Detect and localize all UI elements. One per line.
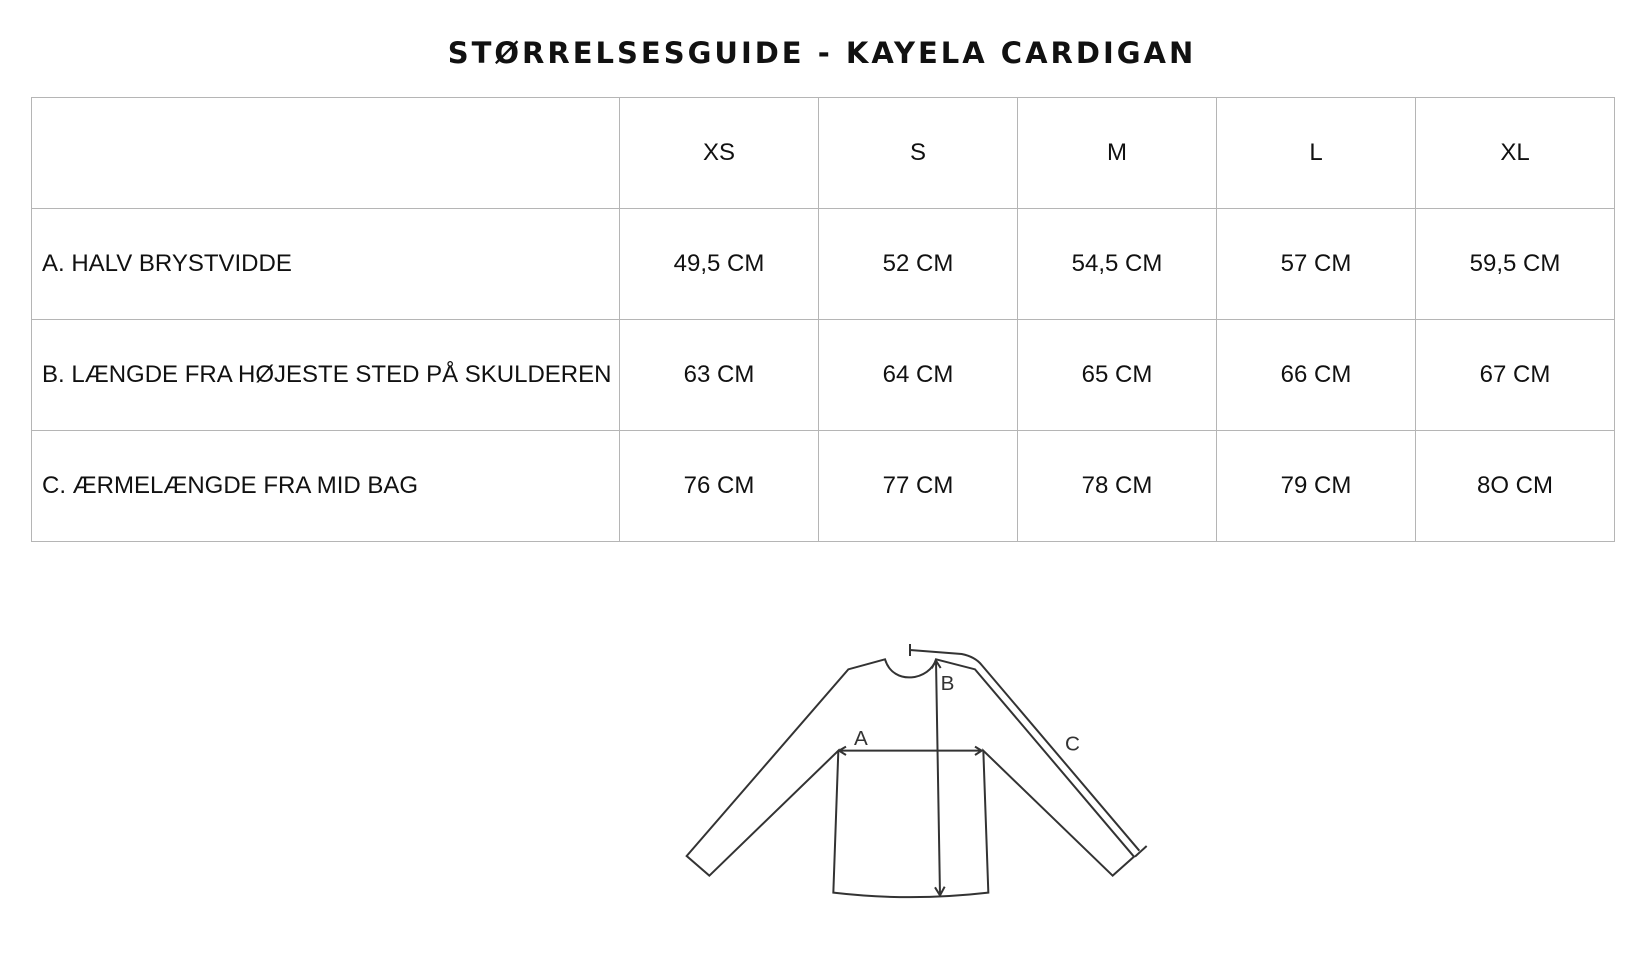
row-label: B. LÆNGDE FRA HØJESTE STED PÅ SKULDEREN: [31, 319, 620, 431]
garment-outline: [685, 658, 1136, 899]
measurement-cell: 64 CM: [818, 319, 1018, 431]
measurement-cell: 67 CM: [1415, 319, 1615, 431]
header-empty-cell: [31, 97, 620, 209]
measurement-cell: 65 CM: [1017, 319, 1217, 431]
page-title: STØRRELSESGUIDE - KAYELA CARDIGAN: [447, 36, 1197, 70]
size-header: M: [1017, 97, 1217, 209]
length-measure-line-b: [930, 658, 946, 898]
measurement-cell: 79 CM: [1216, 430, 1416, 542]
measurement-cell: 52 CM: [818, 208, 1018, 320]
size-table: XS S M L XL A. HALV BRYSTVIDDE 49,5 CM 5…: [31, 97, 1615, 542]
measurement-cell: 59,5 CM: [1415, 208, 1615, 320]
size-header: XL: [1415, 97, 1615, 209]
label-a: A: [854, 727, 868, 750]
label-b: B: [941, 672, 955, 695]
table-row: B. LÆNGDE FRA HØJESTE STED PÅ SKULDEREN …: [31, 319, 1615, 431]
chest-measure-line-a: [837, 745, 984, 756]
measurement-cell: 76 CM: [619, 430, 819, 542]
measurement-cell: 49,5 CM: [619, 208, 819, 320]
row-label: A. HALV BRYSTVIDDE: [31, 208, 620, 320]
size-header: XS: [619, 97, 819, 209]
measurement-cell: 78 CM: [1017, 430, 1217, 542]
table-row: A. HALV BRYSTVIDDE 49,5 CM 52 CM 54,5 CM…: [31, 208, 1615, 320]
measurement-cell: 77 CM: [818, 430, 1018, 542]
cardigan-diagram: B A C: [685, 644, 1148, 899]
table-row: C. ÆRMELÆNGDE FRA MID BAG 76 CM 77 CM 78…: [31, 430, 1615, 542]
sleeve-measure-line-c: [909, 644, 1148, 858]
measurement-cell: 63 CM: [619, 319, 819, 431]
size-header: S: [818, 97, 1018, 209]
table-header-row: XS S M L XL: [31, 97, 1615, 209]
measurement-cell: 66 CM: [1216, 319, 1416, 431]
measurement-cell: 54,5 CM: [1017, 208, 1217, 320]
size-header: L: [1216, 97, 1416, 209]
label-c: C: [1065, 733, 1080, 756]
measurement-cell: 8O CM: [1415, 430, 1615, 542]
row-label: C. ÆRMELÆNGDE FRA MID BAG: [31, 430, 620, 542]
measurement-cell: 57 CM: [1216, 208, 1416, 320]
